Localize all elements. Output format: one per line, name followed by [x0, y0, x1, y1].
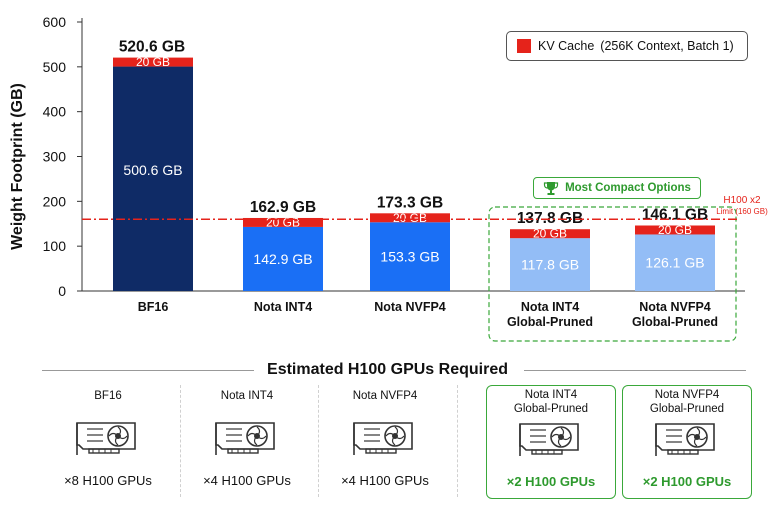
section-rule-right — [524, 370, 746, 371]
compact-options-frame — [488, 206, 737, 342]
legend-note: (256K Context, Batch 1) — [600, 39, 734, 53]
x-category-label: Nota NVFP4 — [639, 300, 711, 314]
gpu-count-label: ×2 H100 GPUs — [642, 474, 732, 489]
chart-legend: KV Cache (256K Context, Batch 1) — [506, 31, 748, 61]
gpu-card-icon — [73, 415, 143, 459]
bar-kv-cache — [635, 225, 715, 235]
most-compact-label: Most Compact Options — [565, 182, 691, 194]
gpu-card: BF16 ×8 H100 GPUs — [43, 385, 173, 499]
x-category-label: BF16 — [138, 300, 169, 314]
y-tick-label: 200 — [43, 193, 67, 209]
gpu-card-name: Nota INT4 — [220, 390, 274, 402]
y-tick-label: 100 — [43, 238, 67, 254]
x-category-label: Global-Pruned — [507, 315, 593, 329]
x-category-label: Nota NVFP4 — [374, 300, 446, 314]
legend-label: KV Cache — [538, 39, 595, 53]
kv-cache-swatch — [517, 39, 531, 53]
bar-weights-label: 117.8 GB — [521, 257, 579, 273]
x-category-label: Global-Pruned — [632, 315, 718, 329]
bar-weights-label: 500.6 GB — [123, 162, 182, 178]
x-category-label: Nota INT4 — [254, 300, 312, 314]
y-tick-label: 500 — [43, 59, 67, 75]
section-rule-left — [42, 370, 254, 371]
gpu-section-title: Estimated H100 GPUs Required — [267, 361, 508, 378]
bar-weights — [510, 238, 590, 291]
trophy-icon — [543, 181, 559, 196]
bar-kv-label: 20 GB — [266, 215, 300, 229]
bar-kv-label: 20 GB — [658, 223, 692, 237]
y-axis-label: Weight Footprint (GB) — [9, 83, 26, 250]
limit-label-line2: Limit (160 GB) — [716, 207, 768, 216]
gpu-count-label: ×4 H100 GPUs — [203, 473, 291, 488]
limit-label-line1: H100 x2 — [723, 195, 761, 206]
bar-kv-label: 20 GB — [136, 55, 170, 69]
card-divider — [318, 385, 319, 497]
bar-weights — [370, 222, 450, 291]
h100-limit-label: H100 x2 Limit (160 GB) — [709, 195, 775, 217]
bar-kv-label: 20 GB — [533, 227, 567, 241]
bar-total-label: 520.6 GB — [119, 39, 185, 56]
bar-weights-label: 126.1 GB — [645, 255, 704, 271]
gpu-card: Nota INT4 ×4 H100 GPUs — [182, 385, 312, 499]
gpu-card-name: Nota NVFP4 — [352, 390, 418, 402]
bar-weights — [243, 226, 323, 291]
bar-kv-cache — [113, 57, 193, 67]
y-tick-label: 400 — [43, 104, 67, 120]
bar-kv-cache — [243, 217, 323, 227]
bar-kv-label: 20 GB — [393, 211, 427, 225]
gpu-card-icon — [350, 415, 420, 459]
gpu-card-icon — [212, 415, 282, 459]
card-divider — [180, 385, 181, 497]
y-tick-label: 600 — [43, 14, 67, 30]
gpu-count-label: ×2 H100 GPUs — [506, 474, 596, 489]
bar-weights — [635, 234, 715, 291]
gpu-card-icon — [516, 416, 586, 460]
gpu-count-label: ×8 H100 GPUs — [64, 473, 152, 488]
x-category-label: Nota INT4 — [521, 300, 579, 314]
most-compact-badge: Most Compact Options — [533, 177, 701, 199]
bar-total-label: 173.3 GB — [377, 194, 443, 211]
bar-weights — [113, 66, 193, 291]
y-tick-label: 0 — [58, 283, 66, 299]
gpu-card-icon — [652, 416, 722, 460]
weight-footprint-chart: 0 100 200 300 400 500 600 Weight Footprint (GB)… — [9, 14, 745, 342]
gpu-card-name: Nota INT4 Global-Pruned — [513, 389, 589, 415]
gpu-section-header: Estimated H100 GPUs Required — [0, 359, 775, 381]
card-divider — [457, 385, 458, 497]
gpu-card-name: Nota NVFP4 Global-Pruned — [649, 389, 725, 415]
bar-weights-label: 142.9 GB — [253, 251, 312, 267]
bar-kv-cache — [510, 229, 590, 239]
gpu-card: Nota NVFP4 Global-Pruned ×2 H100 GPUs — [622, 385, 752, 499]
gpu-card: Nota INT4 Global-Pruned ×2 H100 GPUs — [486, 385, 616, 499]
gpu-card-name: BF16 — [94, 390, 122, 402]
bar-total-label: 146.1 GB — [642, 206, 708, 223]
bar-total-label: 162.9 GB — [250, 199, 316, 216]
gpu-count-label: ×4 H100 GPUs — [341, 473, 429, 488]
gpu-card: Nota NVFP4 ×4 H100 GPUs — [320, 385, 450, 499]
bar-weights-label: 153.3 GB — [380, 249, 439, 265]
bar-kv-cache — [370, 213, 450, 223]
y-tick-label: 300 — [43, 149, 67, 165]
